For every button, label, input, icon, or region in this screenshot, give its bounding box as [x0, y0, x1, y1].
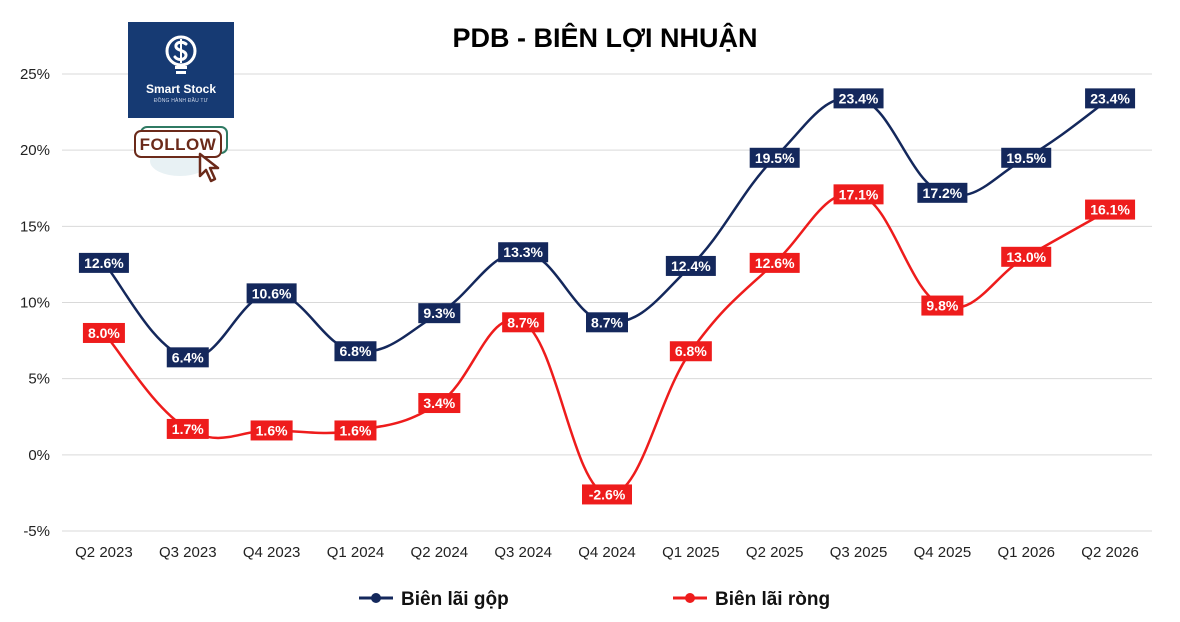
- x-tick-label: Q3 2025: [830, 544, 888, 561]
- data-label: 6.8%: [675, 343, 707, 359]
- data-label-box: [921, 295, 964, 316]
- x-tick-label: Q2 2023: [75, 544, 133, 561]
- data-label: 10.6%: [252, 285, 292, 301]
- data-label-box: [833, 88, 884, 109]
- data-label: 1.6%: [256, 422, 288, 438]
- series-line-net-margin: [102, 192, 1111, 496]
- data-label-box: [334, 341, 377, 362]
- data-label-box: [418, 303, 461, 324]
- data-label: 1.6%: [340, 422, 372, 438]
- data-label: 6.4%: [172, 349, 204, 365]
- data-label-box: [833, 184, 884, 205]
- x-tick-label: Q1 2024: [327, 544, 385, 561]
- y-axis: 25% 20% 15% 10% 5% 0% -5%: [20, 66, 50, 540]
- data-label-box: [665, 255, 716, 276]
- data-label: -2.6%: [589, 486, 626, 502]
- x-tick-label: Q2 2025: [746, 544, 804, 561]
- x-tick-label: Q1 2025: [662, 544, 720, 561]
- data-label-box: [1085, 88, 1136, 109]
- lightbulb-dollar-icon: [165, 35, 197, 74]
- data-label: 1.7%: [172, 421, 204, 437]
- data-label-box: [82, 322, 125, 343]
- data-label-box: [246, 283, 297, 304]
- data-label: 8.7%: [507, 314, 539, 330]
- legend-marker: [685, 593, 695, 603]
- data-label-box: [917, 182, 968, 203]
- data-label: 23.4%: [839, 90, 879, 106]
- data-label-box: [166, 418, 209, 439]
- x-tick-label: Q4 2025: [914, 544, 972, 561]
- x-tick-label: Q2 2024: [411, 544, 469, 561]
- legend-label: Biên lãi gộp: [401, 589, 509, 610]
- y-tick-label: 25%: [20, 66, 50, 83]
- x-tick-label: Q3 2024: [494, 544, 552, 561]
- data-label: 9.3%: [423, 305, 455, 321]
- y-tick-label: 15%: [20, 218, 50, 235]
- legend-label: Biên lãi ròng: [715, 589, 830, 610]
- data-label: 12.6%: [755, 255, 795, 271]
- x-tick-label: Q2 2026: [1081, 544, 1139, 561]
- follow-label: FOLLOW: [139, 135, 217, 154]
- data-label-box: [78, 252, 129, 273]
- data-label: 19.5%: [1006, 150, 1046, 166]
- y-tick-label: -5%: [23, 523, 50, 540]
- data-label-box: [334, 420, 377, 441]
- x-tick-label: Q1 2026: [997, 544, 1055, 561]
- data-label: 9.8%: [926, 298, 958, 314]
- data-label: 8.7%: [591, 314, 623, 330]
- data-label: 13.0%: [1006, 249, 1046, 265]
- follow-button[interactable]: FOLLOW: [134, 130, 222, 158]
- smart-stock-logo: Smart Stock ĐỒNG HÀNH ĐẦU TƯ: [128, 22, 234, 118]
- y-tick-label: 10%: [20, 295, 50, 312]
- data-label: 17.2%: [923, 185, 963, 201]
- logo-brand: Smart Stock: [145, 82, 217, 96]
- data-labels: 12.6% 6.4% 10.6% 6.8% 9.3% 13.3% 8.7% 12.4% 19.5…: [78, 88, 1136, 505]
- legend-marker: [371, 593, 381, 603]
- data-label-box: [669, 341, 712, 362]
- x-tick-label: Q4 2024: [578, 544, 636, 561]
- data-label: 6.8%: [340, 343, 372, 359]
- data-label: 23.4%: [1090, 90, 1130, 106]
- x-tick-label: Q4 2023: [243, 544, 301, 561]
- y-tick-label: 20%: [20, 142, 50, 159]
- data-label-box: [1001, 246, 1052, 267]
- x-axis: Q2 2023 Q3 2023 Q4 2023 Q1 2024 Q2 2024 Q3 20…: [75, 544, 1139, 561]
- data-label-box: [502, 312, 545, 333]
- data-label-box: [1001, 147, 1052, 168]
- data-label: 8.0%: [88, 325, 120, 341]
- data-label-box: [749, 147, 800, 168]
- data-label: 3.4%: [423, 395, 455, 411]
- data-label-box: [166, 347, 209, 368]
- data-label: 17.1%: [839, 186, 879, 202]
- grid-lines: [62, 73, 1152, 532]
- logo-tagline: ĐỒNG HÀNH ĐẦU TƯ: [153, 98, 209, 104]
- chart-title: PDB - BIÊN LỢI NHUẬN: [452, 22, 757, 53]
- y-tick-label: 5%: [28, 371, 50, 388]
- follow-badge[interactable]: FOLLOW: [130, 126, 230, 186]
- data-label: 12.4%: [671, 258, 711, 274]
- cursor-arrow-icon: [198, 152, 220, 183]
- data-label: 13.3%: [503, 244, 543, 260]
- data-label: 19.5%: [755, 150, 795, 166]
- legend: Biên lãi gộp Biên lãi ròng: [359, 589, 830, 610]
- x-tick-label: Q3 2023: [159, 544, 217, 561]
- data-label-box: [586, 312, 628, 333]
- data-label-box: [1085, 199, 1136, 220]
- data-label: 16.1%: [1090, 202, 1130, 218]
- data-label-box: [582, 484, 632, 505]
- y-tick-label: 0%: [28, 447, 50, 464]
- data-label: 12.6%: [84, 255, 124, 271]
- data-label-box: [749, 252, 800, 273]
- data-label-box: [250, 420, 293, 441]
- data-label-box: [498, 242, 549, 263]
- data-label-box: [418, 393, 461, 414]
